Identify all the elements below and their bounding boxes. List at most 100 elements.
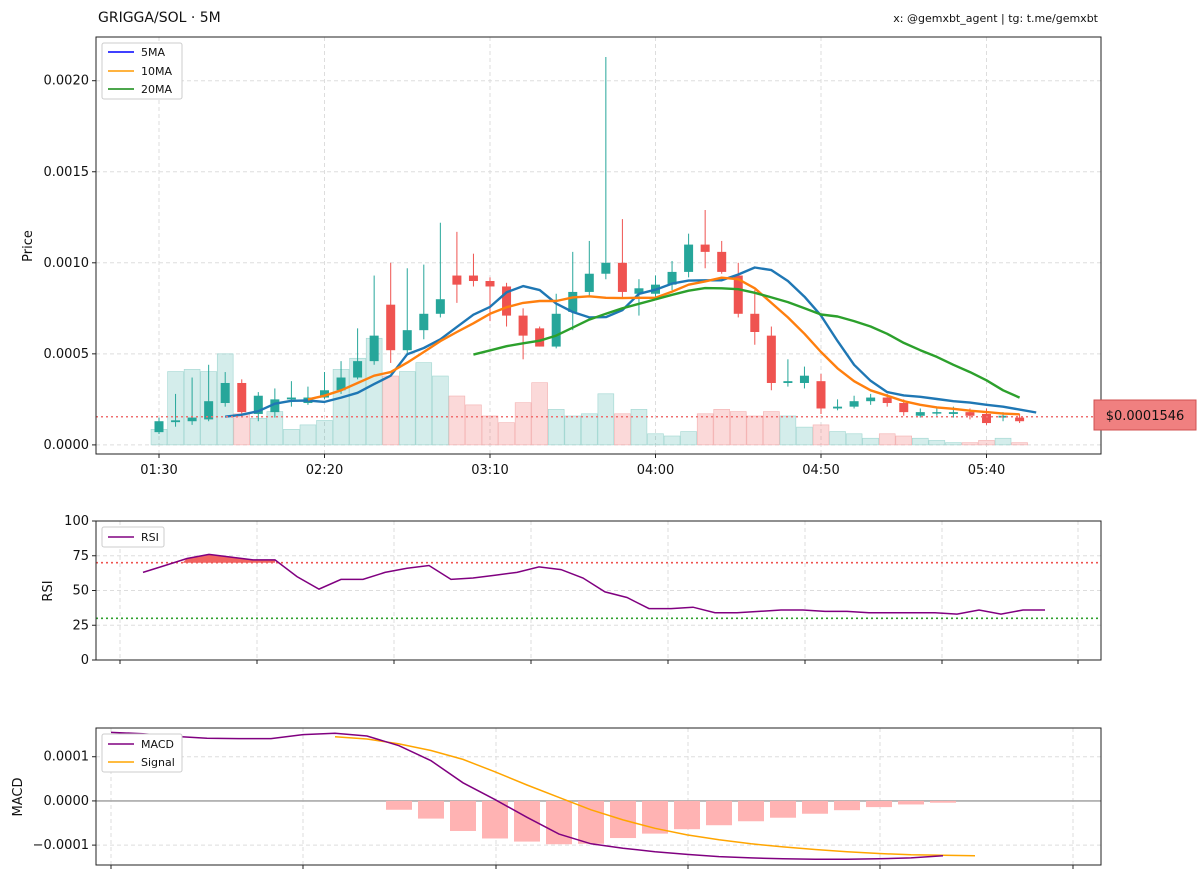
price-axis-label: Price <box>21 230 36 262</box>
volume-bar <box>994 437 1012 446</box>
candle-body <box>353 361 363 378</box>
volume-bar <box>597 393 615 446</box>
candle-body <box>551 313 561 347</box>
rsi-line <box>142 553 1045 615</box>
signal-line <box>334 736 976 857</box>
chart-title: GRIGGA/SOL · 5M <box>98 10 221 26</box>
candle-body <box>419 313 429 331</box>
volume-bar <box>399 371 416 446</box>
volume-bar <box>481 415 499 446</box>
volume-bar <box>829 431 846 446</box>
volume-bar <box>763 411 780 446</box>
price-legend: 5MA 10MA 20MA <box>101 42 183 100</box>
volume-bar <box>696 413 714 446</box>
macd-histogram-bar <box>898 800 924 805</box>
price-panel: 0.0000 0.0005 0.0010 0.0015 0.0020 01:30 02:20… <box>21 36 1197 478</box>
legend-rsi-label: RSI <box>141 531 159 544</box>
candle-body <box>237 382 247 413</box>
macd-histogram-bar <box>418 800 444 819</box>
volume-bar <box>779 415 797 446</box>
last-price-box <box>1093 399 1197 431</box>
candle-body <box>717 251 727 272</box>
volume-bar <box>647 433 664 446</box>
price-legend-box <box>101 42 183 100</box>
candle-body <box>220 382 230 404</box>
legend-20ma-label: 20MA <box>141 83 172 96</box>
candlesticks <box>154 57 1025 434</box>
price-ytick-label: 0.0005 <box>44 347 90 362</box>
ma-line-10ma <box>307 276 1020 416</box>
candle-body <box>948 412 958 414</box>
last-price-tag: $0.0001546 <box>1093 399 1197 431</box>
macd-ytick-label: 0.0000 <box>44 794 90 809</box>
candle-body <box>899 403 909 413</box>
macd-line <box>110 731 944 861</box>
candle-body <box>882 397 892 404</box>
rsi-ytick-label: 0 <box>81 653 89 668</box>
macd-lines <box>110 731 976 861</box>
macd-axis-ticks: 0.0001 0.0000 −0.0001 <box>33 750 1074 869</box>
volume-bar <box>547 409 565 446</box>
volume-bar <box>432 375 449 446</box>
volume-bar <box>961 442 979 446</box>
rsi-panel: 0 25 50 75 100 RSI RSI <box>41 514 1102 668</box>
volume-bar <box>465 404 482 446</box>
volume-bars <box>150 337 1028 446</box>
price-xtick-label: 04:00 <box>637 463 674 478</box>
candle-body <box>187 417 197 422</box>
macd-histogram-bar <box>770 800 796 818</box>
rsi-lines <box>96 553 1101 620</box>
candle-body <box>270 399 280 413</box>
candle-body <box>286 397 296 400</box>
candle-body <box>766 335 776 383</box>
volume-bar <box>250 417 267 446</box>
legend-10ma-label: 10MA <box>141 65 172 78</box>
candle-body <box>1015 417 1025 422</box>
price-gridlines <box>96 37 1101 454</box>
candle-body <box>816 381 826 409</box>
price-axis-ticks: 0.0000 0.0005 0.0010 0.0015 0.0020 01:30 02:20… <box>44 74 1006 478</box>
volume-bar <box>796 426 813 446</box>
price-ytick-label: 0.0020 <box>44 74 90 89</box>
candle-body <box>932 412 942 414</box>
macd-histogram-bar <box>482 800 508 839</box>
candle-body <box>568 291 578 312</box>
candle-body <box>684 244 694 272</box>
price-xtick-label: 02:20 <box>306 463 343 478</box>
macd-ytick-label: −0.0001 <box>33 838 89 853</box>
ma-line-5ma <box>225 266 1037 418</box>
candle-body <box>866 397 876 402</box>
macd-ytick-label: 0.0001 <box>44 750 90 765</box>
rsi-gridlines <box>96 520 1101 661</box>
candle-body <box>369 335 379 362</box>
candle-body <box>518 315 528 336</box>
macd-histogram-bar <box>450 800 476 831</box>
price-frame <box>95 36 1102 455</box>
candle-body <box>435 299 445 314</box>
volume-bar <box>448 395 466 446</box>
volume-bar <box>581 413 598 446</box>
rsi-ytick-label: 75 <box>72 549 89 564</box>
rsi-ytick-label: 50 <box>72 584 89 599</box>
candle-body <box>667 271 677 285</box>
volume-bar <box>680 431 697 446</box>
candle-body <box>601 262 611 274</box>
candle-body <box>535 328 545 347</box>
volume-bar <box>878 433 896 446</box>
volume-bar <box>895 435 912 446</box>
macd-histogram-bar <box>674 800 700 830</box>
rsi-overbought-fill <box>182 554 275 563</box>
macd-histogram-bar <box>706 800 732 826</box>
volume-bar <box>382 375 399 446</box>
price-xtick-label: 05:40 <box>968 463 1005 478</box>
volume-bar <box>316 420 333 446</box>
candle-body <box>204 401 214 420</box>
rsi-ytick-label: 100 <box>64 514 89 529</box>
macd-histogram-bar <box>866 800 892 808</box>
candle-body <box>320 390 329 398</box>
credit-text: x: @gemxbt_agent | tg: t.me/gemxbt <box>893 12 1098 25</box>
macd-histogram-bar <box>930 800 956 803</box>
volume-bar <box>928 440 946 446</box>
candle-body <box>402 330 412 351</box>
